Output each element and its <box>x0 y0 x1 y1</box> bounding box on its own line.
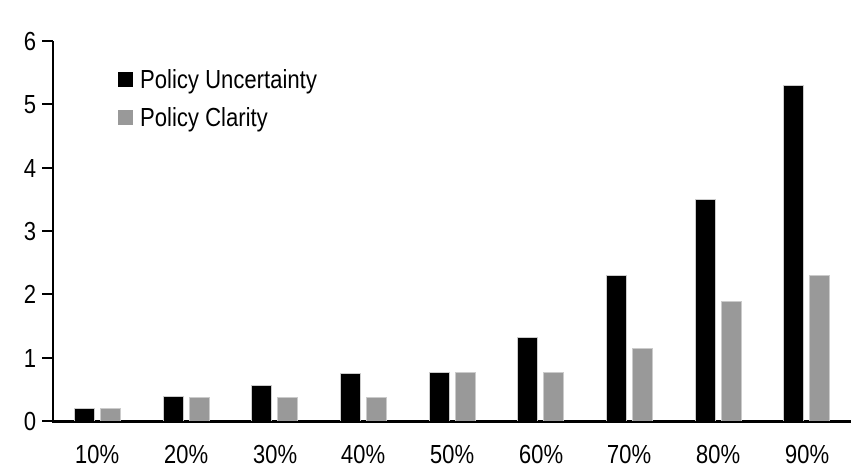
x-axis-label-40: 40% <box>341 439 386 469</box>
x-axis-label-80: 80% <box>695 439 741 469</box>
bar-policy-uncertainty-30 <box>251 385 273 421</box>
bar-policy-clarity-90 <box>809 275 831 421</box>
x-axis-label-60: 60% <box>518 439 563 469</box>
bar-policy-uncertainty-70 <box>605 275 627 421</box>
bar-policy-clarity-60 <box>543 372 565 421</box>
y-axis-tick-4 <box>42 166 53 169</box>
bar-policy-clarity-20 <box>188 397 210 421</box>
y-axis-tick-5 <box>42 103 53 106</box>
y-axis-line <box>52 41 54 423</box>
y-axis-label-3: 3 <box>23 216 36 246</box>
legend-label-policy-clarity: Policy Clarity <box>140 101 268 132</box>
bar-policy-clarity-30 <box>277 397 299 421</box>
x-axis-label-90: 90% <box>784 439 829 469</box>
x-axis-label-50: 50% <box>429 439 475 469</box>
y-axis-tick-3 <box>42 230 53 232</box>
legend-label-policy-uncertainty: Policy Uncertainty <box>140 63 317 94</box>
y-axis-tick-0 <box>42 420 53 422</box>
legend-swatch-policy-clarity <box>118 109 133 125</box>
y-axis-tick-1 <box>42 356 53 359</box>
bar-policy-uncertainty-50 <box>428 372 450 421</box>
y-axis-label-4: 4 <box>23 152 36 183</box>
bar-policy-uncertainty-40 <box>339 373 361 421</box>
bar-policy-uncertainty-80 <box>694 199 716 421</box>
x-axis-label-10: 10% <box>75 439 120 469</box>
legend-item-policy-clarity: Policy Clarity <box>118 101 348 132</box>
x-axis-line <box>52 420 851 423</box>
y-axis-tick-2 <box>42 293 53 296</box>
y-axis-label-5: 5 <box>23 89 36 120</box>
bar-policy-uncertainty-10 <box>73 408 95 421</box>
bar-policy-clarity-40 <box>365 397 387 421</box>
bar-policy-clarity-70 <box>631 348 653 421</box>
bar-policy-uncertainty-20 <box>162 396 184 421</box>
y-axis-label-1: 1 <box>23 342 36 373</box>
bar-policy-uncertainty-60 <box>517 337 539 421</box>
y-axis-tick-6 <box>42 40 53 42</box>
x-axis-label-20: 20% <box>163 439 209 469</box>
legend-item-policy-uncertainty: Policy Uncertainty <box>118 63 348 94</box>
legend-swatch-policy-uncertainty <box>118 71 133 87</box>
legend: Policy Uncertainty Policy Clarity <box>118 63 348 132</box>
y-axis-label-0: 0 <box>23 406 36 436</box>
x-axis-label-70: 70% <box>607 439 652 469</box>
y-axis-label-6: 6 <box>23 26 36 56</box>
y-axis-label-2: 2 <box>23 279 36 310</box>
bar-policy-clarity-10 <box>99 408 121 421</box>
bar-policy-clarity-80 <box>720 301 742 421</box>
x-axis-label-30: 30% <box>252 439 297 469</box>
bar-policy-uncertainty-90 <box>783 85 805 421</box>
bar-policy-clarity-50 <box>454 372 476 421</box>
